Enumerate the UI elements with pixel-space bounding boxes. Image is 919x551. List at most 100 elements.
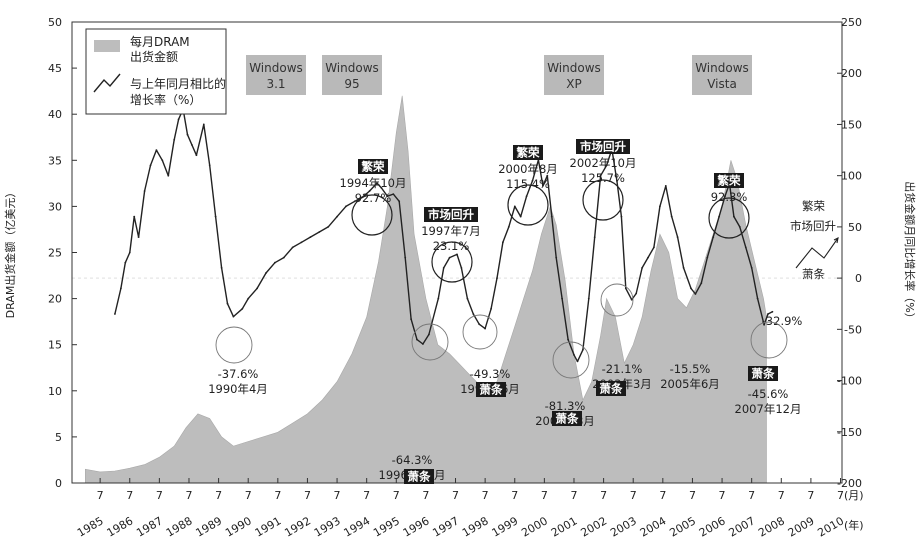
growth-rate-point <box>620 215 623 218</box>
growth-rate-point <box>380 187 383 189</box>
growth-rate-point <box>442 267 445 269</box>
slump-tag-label: 萧条 <box>480 383 503 397</box>
peak-date: 2000年8月 <box>498 162 558 176</box>
growth-rate-point <box>542 185 544 187</box>
x-tick-year-label: 2008 <box>756 514 787 539</box>
growth-rate-point <box>214 215 217 218</box>
y-left-tick-label: 5 <box>55 431 62 444</box>
x-tick-year-label: 1997 <box>430 514 461 539</box>
growth-rate-point <box>664 185 667 187</box>
growth-rate-point <box>700 282 703 285</box>
growth-rate-point <box>478 323 481 326</box>
growth-rate-point <box>576 360 579 363</box>
trough-value: -32.9% <box>762 314 803 328</box>
growth-rate-point <box>472 313 475 315</box>
x-tick-month-label: 7 <box>245 489 252 502</box>
cycle-diagram-boom: 繁荣 <box>802 199 825 213</box>
growth-rate-point <box>318 231 321 233</box>
windows-version: 95 <box>344 77 359 91</box>
growth-rate-point <box>724 195 726 198</box>
growth-rate-line-series <box>114 108 774 363</box>
trough-date: 2007年12月 <box>735 402 802 416</box>
growth-rate-point <box>155 149 158 152</box>
x-unit-year: (年) <box>844 518 864 532</box>
growth-rate-point <box>437 297 440 300</box>
growth-rate-point <box>712 236 715 239</box>
y-left-tick-label: 15 <box>48 339 62 352</box>
windows-name: Windows <box>695 61 749 75</box>
peak-date: 2002年10月 <box>570 156 637 170</box>
growth-rate-point <box>750 267 753 269</box>
peak-circle <box>708 197 750 239</box>
x-tick-year-label: 1991 <box>253 514 284 539</box>
y-right-tick-label: -150 <box>837 426 862 439</box>
cycle-tag-label: 繁荣 <box>717 174 741 188</box>
growth-rate-point <box>124 261 127 264</box>
cycle-diagram-slump: 萧条 <box>802 267 825 281</box>
growth-rate-point <box>647 256 649 259</box>
x-tick-month-label: 7 <box>659 489 666 502</box>
x-tick-year-label: 1987 <box>134 514 165 539</box>
growth-rate-point <box>605 164 608 167</box>
legend-label-growth-line2: 增长率（%） <box>130 92 201 107</box>
growth-rate-point <box>616 179 618 182</box>
peak-value: 92.7% <box>355 191 392 205</box>
growth-rate-point <box>398 200 401 203</box>
cycle-tag-label: 市场回升 <box>580 140 626 154</box>
growth-rate-point <box>208 164 211 167</box>
x-tick-year-label: 1992 <box>282 514 313 539</box>
x-tick-month-label: 7 <box>630 489 637 502</box>
shipment-area-series <box>85 95 767 484</box>
growth-rate-point <box>410 318 412 320</box>
growth-rate-point <box>635 292 638 295</box>
windows-release-box <box>544 55 604 95</box>
x-tick-year-label: 1990 <box>223 514 254 539</box>
slump-tag-box <box>596 381 626 396</box>
growth-rate-point <box>694 293 697 295</box>
growth-rate-point <box>274 261 276 264</box>
legend-swatch-area <box>94 40 120 52</box>
y-left-tick-label: 40 <box>48 108 62 121</box>
x-tick-month-label: 7 <box>511 489 518 502</box>
x-tick-month-label: 7 <box>156 489 163 502</box>
x-tick-month-label: 7 <box>570 489 577 502</box>
windows-labels: Windows 3.1 Windows 95 Windows XP Windows Vista <box>246 55 752 95</box>
y-left-tick-label: 50 <box>48 16 62 29</box>
y-right-tick-label: 200 <box>841 67 862 80</box>
x-tick-month-label: 7 <box>837 489 844 502</box>
growth-rate-point <box>690 287 692 290</box>
x-tick-year-label: 2003 <box>608 514 639 539</box>
growth-rate-point <box>466 297 469 300</box>
growth-rate-point <box>309 236 312 239</box>
peak-value: 23.1% <box>433 239 470 253</box>
growth-rate-point <box>670 215 673 218</box>
growth-rate-point <box>653 246 655 249</box>
y-right-tick-label: 250 <box>841 16 862 29</box>
x-tick-month-label: 7 <box>274 489 281 502</box>
growth-rate-point <box>167 174 170 177</box>
trough-value: -49.3% <box>470 367 511 381</box>
trough-circle <box>215 326 253 364</box>
cycle-diagram-arrowhead <box>833 237 839 244</box>
x-tick-year-label: 2005 <box>667 514 698 539</box>
growth-rate-point <box>733 215 735 218</box>
slump-tag-box <box>476 382 506 397</box>
y-left-axis-title: DRAM出货金额（亿美元） <box>3 187 17 319</box>
growth-rate-point <box>428 333 430 336</box>
growth-rate-point <box>186 133 189 136</box>
x-tick-year-label: 1996 <box>401 514 432 539</box>
x-tick-month-label: 7 <box>422 489 429 502</box>
growth-rate-point <box>738 226 741 228</box>
growth-rate-point <box>386 195 389 198</box>
trough-value: -21.1% <box>602 362 643 376</box>
x-tick-month-label: 7 <box>807 489 814 502</box>
x-tick-year-label: 1986 <box>105 514 136 539</box>
growth-rate-point <box>404 256 407 259</box>
cycle-tag-box <box>576 139 630 154</box>
windows-release-box <box>692 55 752 95</box>
slump-tag-label: 萧条 <box>752 367 775 381</box>
y-right-tick-label: 100 <box>841 170 862 183</box>
trough-circle <box>600 283 634 317</box>
cycle-diagram-recovery: 市场回升 <box>790 219 836 233</box>
slump-tag-label: 萧条 <box>408 470 431 484</box>
